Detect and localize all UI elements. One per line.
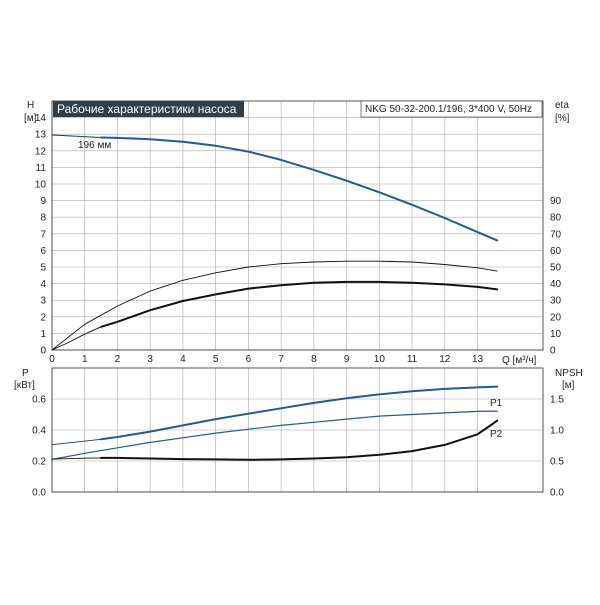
eta-tick-label: 0: [550, 346, 556, 357]
eta-tick-label: 10: [550, 329, 562, 340]
h-tick-label: 11: [36, 163, 47, 174]
h-tick-label: 9: [40, 196, 46, 207]
npsh-axis-unit: [м]: [562, 380, 575, 391]
h-tick-label: 0: [40, 346, 46, 357]
npsh-tick-label: 1.0: [550, 426, 564, 437]
x-tick-label: 10: [374, 354, 386, 365]
p-tick-label: 0.6: [32, 395, 46, 406]
x-tick-label: 13: [472, 354, 484, 365]
bottom-plot-frame: [51, 367, 544, 493]
npsh-axis-name: NPSH: [555, 368, 583, 379]
x-tick-label: 8: [311, 354, 317, 365]
series-head: [100, 136, 499, 242]
p-tick-label: 0.0: [32, 488, 46, 499]
eta-tick-label: 80: [550, 213, 562, 224]
h-tick-label: 5: [40, 263, 46, 274]
h-tick-label: 3: [40, 296, 46, 307]
x-tick-label: 11: [407, 354, 418, 365]
series-P2: [51, 410, 498, 460]
eta-axis-name: eta: [555, 100, 569, 111]
eta-tick-label: 70: [550, 229, 562, 240]
npsh-tick-label: 1.5: [550, 395, 564, 406]
impeller-annotation: 196 мм: [78, 140, 111, 151]
h-tick-label: 1: [40, 329, 46, 340]
bottom-series-group: [51, 385, 499, 461]
eta-axis-unit: [%]: [555, 113, 570, 124]
model-label: NKG 50-32-200.1/196, 3*400 V, 50Hz: [365, 104, 532, 115]
p-tick-label: 0.4: [32, 426, 46, 437]
series-eta_pump_full: [51, 260, 498, 351]
x-tick-label: 4: [180, 354, 186, 365]
h-axis-unit: [м]: [24, 113, 37, 124]
top-grid: [51, 101, 543, 351]
p1-label: P1: [490, 398, 503, 409]
h-tick-label: 13: [35, 130, 47, 141]
h-tick-label: 6: [40, 246, 46, 257]
x-tick-label: 9: [344, 354, 350, 365]
h-tick-label: 10: [35, 180, 47, 191]
x-tick-label: 6: [246, 354, 252, 365]
h-axis-name: H: [27, 100, 34, 111]
series-head_full: [51, 134, 102, 138]
top-plot-frame: [51, 100, 544, 351]
series-npsh_start: [51, 457, 102, 460]
h-tick-label: 12: [35, 146, 47, 157]
p-tick-label: 0.2: [32, 457, 46, 468]
p-axis-name: P: [22, 368, 29, 379]
series-npsh: [100, 419, 499, 461]
x-tick-label: 2: [115, 354, 121, 365]
eta-tick-label: 20: [550, 312, 562, 323]
h-tick-label: 4: [40, 279, 46, 290]
bottom-grid: [51, 368, 543, 493]
title-box: [53, 101, 244, 117]
eta-tick-label: 60: [550, 246, 562, 257]
h-tick-label: 7: [40, 229, 46, 240]
npsh-tick-label: 0.5: [550, 457, 564, 468]
model-box: [360, 100, 543, 118]
p2-label: P2: [490, 429, 503, 440]
tick-labels: 0 1 2 3 4 5 6 7 8 9 10 11 12 130123456789101112131401…: [32, 113, 564, 498]
x-tick-label: 0: [49, 354, 55, 365]
x-tick-label: 7: [278, 354, 284, 365]
x-tick-label: 12: [439, 354, 451, 365]
eta-tick-label: 30: [550, 296, 562, 307]
top-series-group: [51, 134, 499, 351]
chart-title: Рабочие характеристики насоса: [57, 102, 237, 116]
eta-tick-label: 50: [550, 263, 562, 274]
q-axis-label: Q [м³/ч]: [502, 355, 537, 366]
eta-tick-label: 40: [550, 279, 562, 290]
p-axis-unit: [кВт]: [14, 380, 35, 391]
x-tick-label: 1: [82, 354, 88, 365]
h-tick-label: 8: [40, 213, 46, 224]
h-tick-label: 2: [40, 312, 46, 323]
series-p1_full: [51, 438, 102, 446]
eta-tick-label: 90: [550, 196, 562, 207]
x-tick-label: 5: [213, 354, 219, 365]
npsh-tick-label: 0.0: [550, 488, 564, 499]
series-P1: [100, 385, 499, 441]
series-eta_start: [51, 326, 102, 351]
x-tick-label: 3: [147, 354, 153, 365]
h-tick-label: 14: [35, 113, 47, 124]
series-eta_total: [100, 280, 499, 328]
